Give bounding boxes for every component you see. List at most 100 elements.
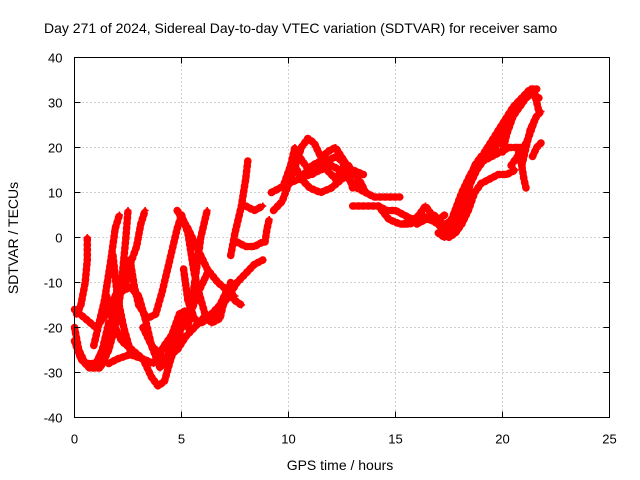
data-point bbox=[178, 211, 185, 219]
x-tick-label: 10 bbox=[281, 432, 295, 447]
series-track-16 bbox=[179, 265, 222, 327]
data-point bbox=[535, 94, 543, 102]
series-track-10 bbox=[104, 310, 190, 368]
data-point bbox=[96, 364, 104, 372]
x-axis-ticks: 0 5 10 15 20 25 bbox=[71, 57, 617, 447]
data-point bbox=[323, 166, 331, 174]
data-point bbox=[237, 301, 245, 309]
data-point bbox=[387, 193, 395, 201]
data-point bbox=[148, 373, 156, 381]
data-point bbox=[250, 207, 258, 214]
data-point bbox=[118, 337, 126, 345]
data-point bbox=[158, 288, 166, 295]
series-track-36 bbox=[498, 89, 543, 156]
data-point bbox=[537, 139, 545, 147]
data-point bbox=[344, 171, 352, 178]
data-point bbox=[400, 220, 408, 228]
series-track-19 bbox=[233, 238, 267, 251]
data-point bbox=[291, 144, 299, 151]
data-point bbox=[357, 202, 365, 210]
data-point bbox=[207, 310, 215, 318]
data-point bbox=[143, 315, 151, 322]
data-point bbox=[458, 189, 466, 196]
data-point bbox=[173, 207, 181, 214]
data-point bbox=[280, 180, 288, 187]
series-plus-markers bbox=[233, 238, 267, 251]
data-point bbox=[242, 202, 250, 210]
data-point bbox=[122, 279, 130, 286]
data-point bbox=[130, 283, 138, 291]
data-point bbox=[197, 234, 205, 241]
data-point bbox=[332, 144, 340, 151]
data-point bbox=[242, 175, 250, 183]
data-point bbox=[449, 211, 457, 219]
data-point bbox=[385, 216, 393, 223]
data-point bbox=[310, 139, 318, 147]
data-point bbox=[430, 211, 438, 219]
data-point bbox=[169, 243, 177, 250]
data-point bbox=[336, 153, 344, 160]
data-point bbox=[520, 144, 528, 151]
data-point bbox=[152, 310, 160, 318]
data-point bbox=[227, 279, 235, 286]
data-point bbox=[362, 189, 370, 196]
series-track-17 bbox=[207, 287, 246, 318]
data-point bbox=[447, 229, 455, 237]
data-point bbox=[278, 198, 286, 205]
series-plus-markers bbox=[126, 211, 186, 323]
data-point bbox=[233, 279, 241, 286]
data-point bbox=[197, 319, 205, 327]
data-point bbox=[507, 162, 515, 169]
data-point bbox=[509, 112, 517, 120]
data-point bbox=[120, 324, 128, 331]
data-point bbox=[77, 301, 85, 309]
data-point bbox=[327, 184, 335, 192]
data-point bbox=[233, 238, 241, 246]
data-point bbox=[421, 216, 429, 223]
data-point bbox=[105, 360, 113, 367]
data-point bbox=[522, 184, 530, 192]
data-point bbox=[295, 153, 303, 160]
data-point bbox=[349, 184, 357, 192]
y-axis-label: SDTVAR / TECUs bbox=[5, 182, 21, 294]
data-point bbox=[441, 234, 449, 241]
data-point bbox=[105, 346, 113, 354]
data-point bbox=[518, 162, 526, 169]
data-point bbox=[90, 342, 98, 349]
data-point bbox=[216, 301, 224, 309]
data-point bbox=[454, 220, 462, 228]
data-point bbox=[441, 211, 449, 219]
x-tick-label: 15 bbox=[388, 432, 402, 447]
data-point bbox=[173, 346, 181, 354]
data-point bbox=[148, 342, 156, 349]
y-tick-label: 40 bbox=[48, 51, 62, 66]
data-point bbox=[308, 171, 316, 178]
data-point bbox=[492, 130, 500, 138]
data-point bbox=[370, 193, 378, 201]
data-point bbox=[160, 355, 168, 363]
y-tick-label: -40 bbox=[44, 411, 63, 426]
data-point bbox=[201, 216, 209, 223]
series-track-20 bbox=[241, 202, 267, 215]
data-point bbox=[154, 382, 162, 390]
data-point bbox=[276, 184, 284, 192]
data-point bbox=[413, 220, 421, 228]
series-track-40 bbox=[528, 139, 545, 161]
data-point bbox=[118, 288, 126, 295]
data-point bbox=[126, 256, 134, 264]
series-track-39 bbox=[507, 116, 539, 170]
data-point bbox=[139, 324, 147, 331]
data-point bbox=[214, 279, 222, 286]
data-point bbox=[484, 144, 492, 151]
data-point bbox=[396, 193, 404, 201]
data-point bbox=[338, 175, 346, 183]
data-point bbox=[291, 162, 299, 169]
data-point bbox=[165, 261, 173, 268]
data-point bbox=[133, 243, 141, 250]
series-track-11 bbox=[126, 211, 186, 323]
data-point bbox=[524, 135, 532, 142]
data-point bbox=[103, 292, 111, 300]
data-point bbox=[203, 265, 211, 273]
data-point bbox=[137, 220, 145, 228]
data-point bbox=[533, 144, 541, 151]
